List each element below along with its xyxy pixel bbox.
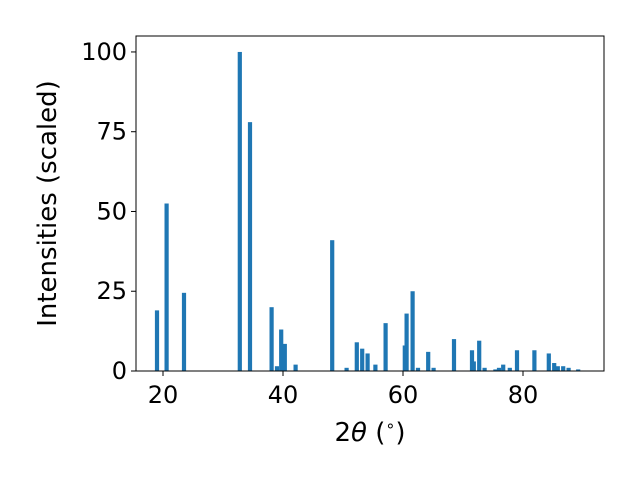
bar (415, 367, 421, 371)
x-tick-label: 60 (388, 381, 419, 409)
x-axis-label: 2θ (∘) (334, 416, 405, 448)
y-tick-label: 50 (96, 197, 127, 225)
bar (269, 307, 274, 371)
x-tick-label: 40 (268, 381, 299, 409)
x-tick-label: 80 (508, 381, 539, 409)
bar (514, 350, 520, 371)
bar (566, 367, 571, 371)
x-axis-label-theta: θ (351, 418, 367, 448)
y-tick-label: 100 (81, 38, 127, 66)
bar (561, 366, 566, 371)
bar (451, 339, 457, 371)
bar (181, 292, 187, 371)
bar (154, 310, 160, 371)
y-tick-label: 75 (96, 118, 127, 146)
bar (274, 366, 280, 371)
bar (493, 369, 498, 371)
ticks-group: 20 40 60 80 0 25 50 75 100 (81, 38, 538, 409)
bar (344, 367, 349, 371)
x-tick-label: 20 (148, 381, 179, 409)
bar (576, 369, 581, 371)
bar (279, 329, 284, 371)
x-axis-label-part: 2 (334, 418, 351, 448)
x-axis-label-degree: ∘ (385, 416, 395, 435)
bar (237, 51, 242, 371)
bar (373, 364, 378, 371)
y-tick-label: 0 (112, 357, 127, 385)
x-axis-label-part: ) (395, 418, 405, 448)
x-axis-label-part: ( (367, 418, 385, 448)
bar (293, 364, 298, 371)
bar (410, 291, 415, 371)
bar (247, 122, 253, 371)
bar (365, 353, 370, 371)
bar (507, 367, 512, 371)
bar (404, 313, 409, 371)
bar (426, 351, 431, 371)
bar (482, 367, 487, 371)
bar (383, 323, 388, 371)
bar (546, 353, 551, 371)
bar (354, 342, 359, 371)
bar (282, 343, 287, 371)
bar (469, 350, 475, 371)
bar (471, 361, 476, 371)
bar (532, 350, 537, 371)
bar (555, 366, 560, 371)
bar (330, 240, 335, 371)
bars-group (154, 51, 581, 371)
y-axis-label: Intensities (scaled) (33, 80, 63, 327)
bar (164, 203, 169, 371)
bar (477, 340, 482, 371)
bar (360, 348, 365, 371)
bar (431, 367, 436, 371)
plot-frame (135, 35, 605, 372)
bar (496, 367, 502, 371)
y-tick-label: 25 (96, 277, 127, 305)
bar (552, 363, 557, 371)
bar (501, 364, 506, 371)
